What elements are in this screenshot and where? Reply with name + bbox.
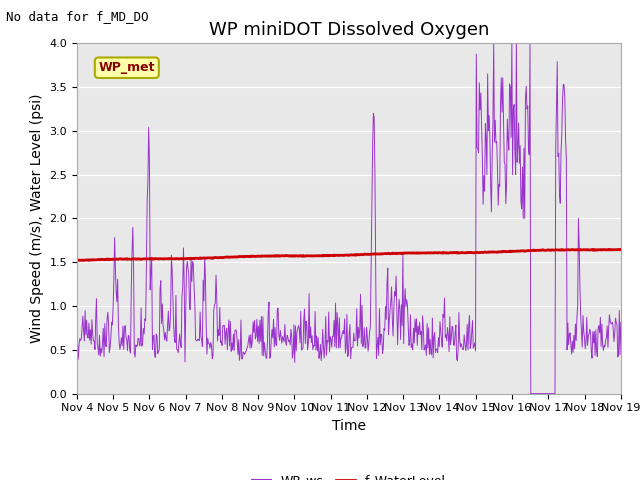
- Text: WP_met: WP_met: [99, 61, 155, 74]
- Text: No data for f_MD_DO: No data for f_MD_DO: [6, 10, 149, 23]
- X-axis label: Time: Time: [332, 419, 366, 433]
- Title: WP miniDOT Dissolved Oxygen: WP miniDOT Dissolved Oxygen: [209, 21, 489, 39]
- Legend: WP_ws, f_WaterLevel: WP_ws, f_WaterLevel: [247, 469, 451, 480]
- Y-axis label: Wind Speed (m/s), Water Level (psi): Wind Speed (m/s), Water Level (psi): [30, 94, 44, 343]
